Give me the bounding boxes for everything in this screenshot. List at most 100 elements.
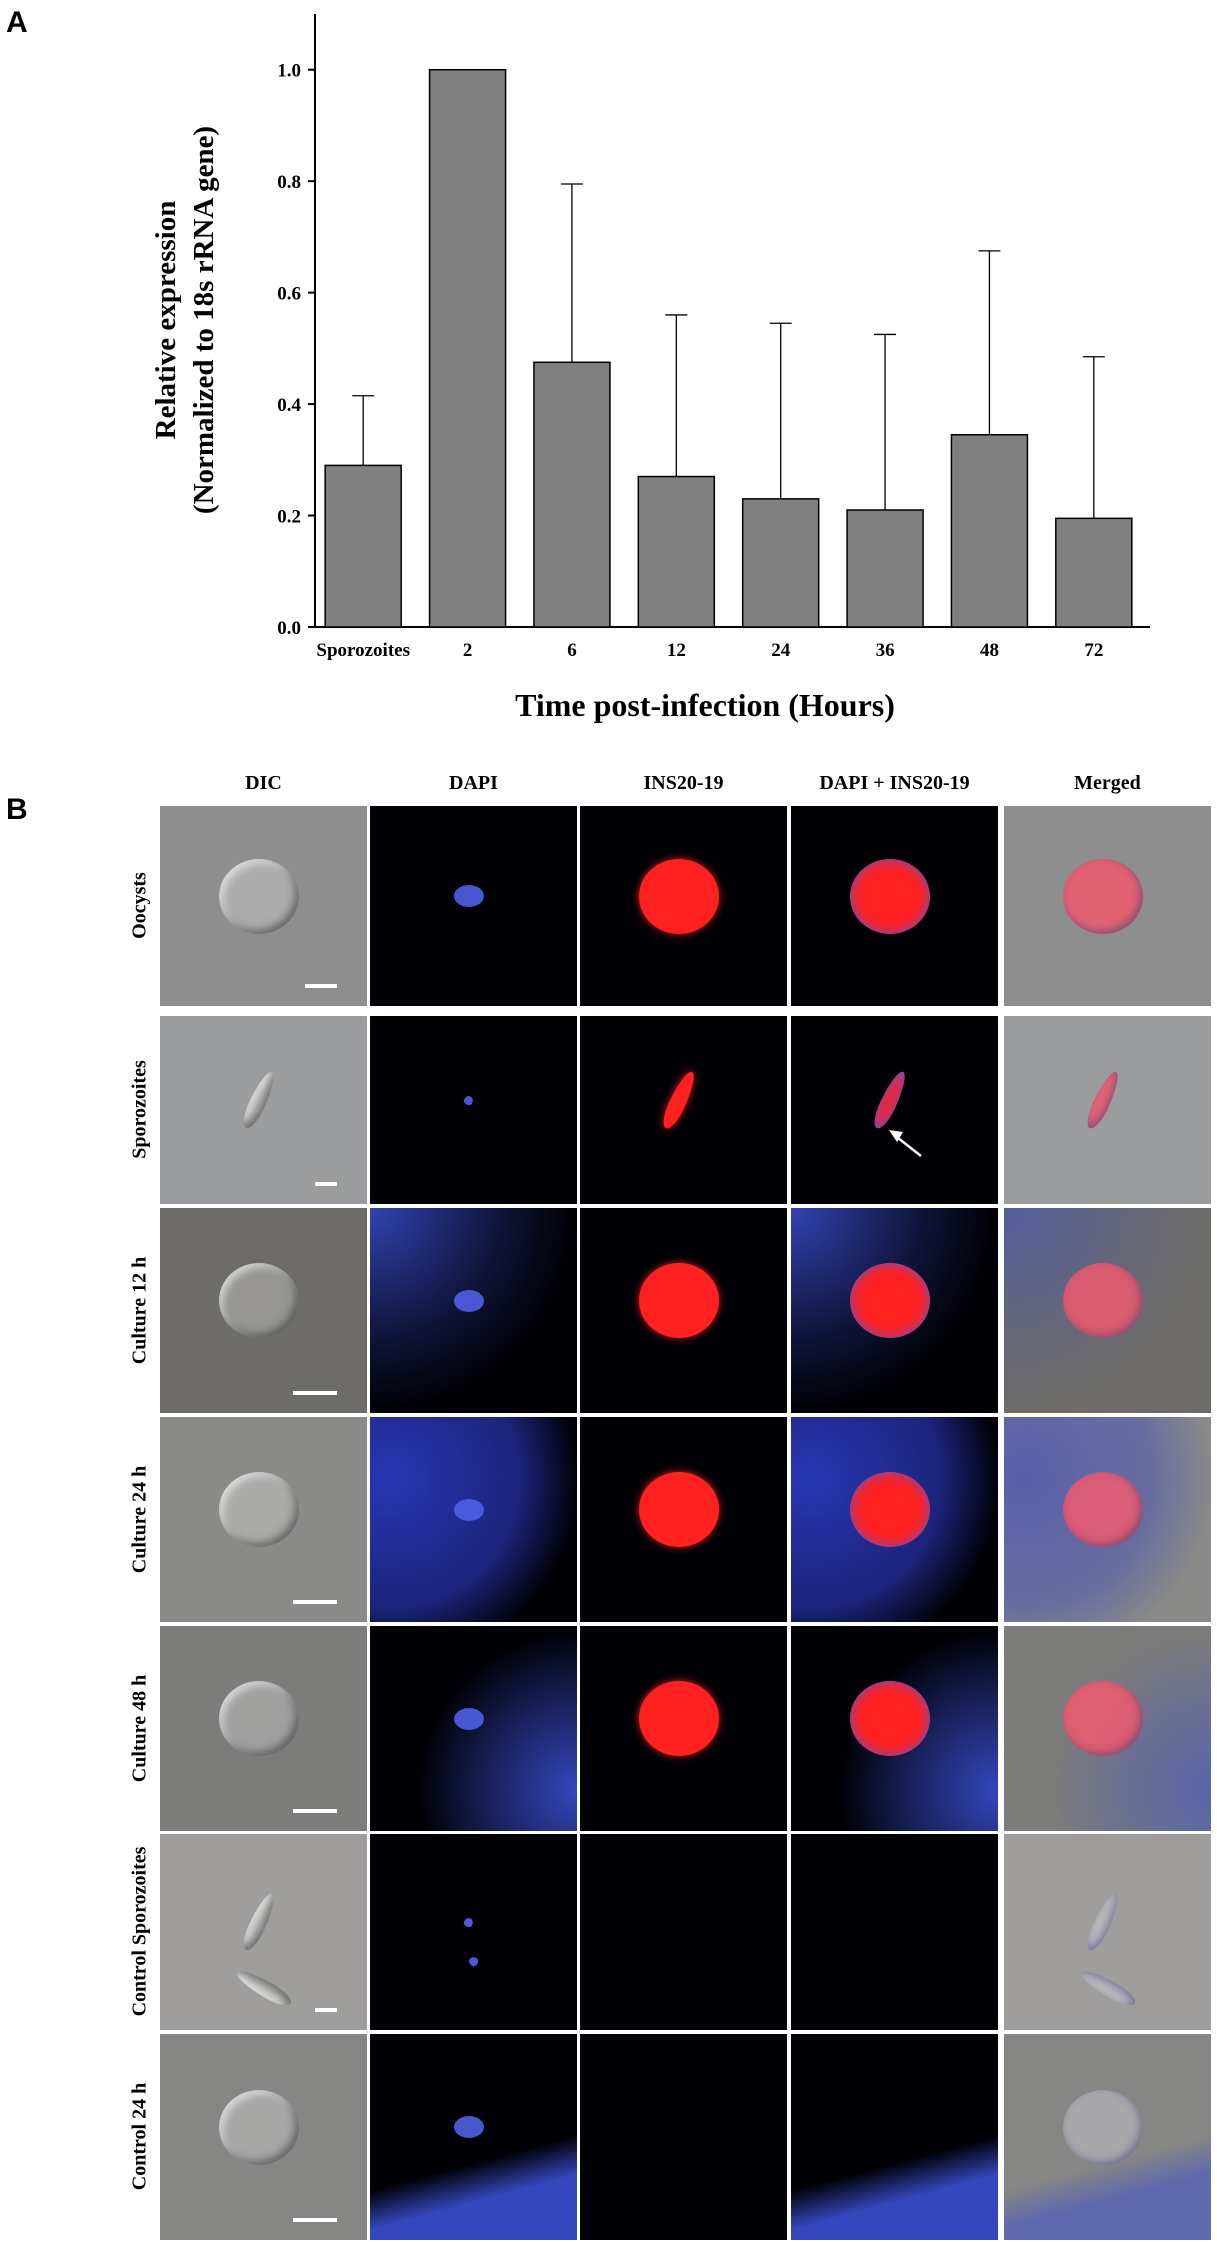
bar [950,433,1029,628]
micrograph-cell [370,1208,577,1413]
parasite-merged [1082,1068,1123,1132]
nucleus-dapi [453,1498,484,1521]
dapi-background-haze [791,2034,998,2240]
ins-signal [638,1472,719,1547]
parasite-dic [238,1890,279,1954]
micrograph-cell [160,2034,367,2240]
parasite-merged [1062,858,1143,934]
micrograph-cell [160,1626,367,1831]
micrograph-cell [580,806,787,1006]
bar-chart: 0.0 0.2 0.4 0.6 0.8 1.0 Sporozoites 2 6 12 24 36 48 7… [150,14,1150,723]
micrograph-cell [580,1626,787,1831]
micrograph-cell [580,1208,787,1413]
micrograph-cell [1004,1417,1211,1622]
micrograph-cell [1004,1016,1211,1204]
second-sporozoite [864,1966,926,2011]
row-label: Sporozoites [128,1060,151,1159]
micrograph-cell [160,1016,367,1204]
x-tick-label: 24 [771,640,791,661]
micrograph-cell [1004,2034,1211,2240]
nucleus-dapi [453,1707,484,1730]
micrograph-cell [791,1626,998,1831]
x-tick-label: 2 [463,640,473,661]
ins-signal [638,1263,719,1338]
row-label: Culture 24 h [128,1465,151,1573]
second-sporozoite [467,1955,480,1968]
column-header: Merged [1074,772,1141,794]
y-tick-label: 0.0 [277,618,301,639]
parasite-dic [238,1068,279,1132]
ins-signal [658,1891,699,1954]
micrograph-cell [370,806,577,1006]
nucleus-dapi [453,2116,484,2138]
row-label: Culture 48 h [128,1674,151,1782]
parasite-dic [218,858,299,934]
scale-bar [293,1600,337,1604]
panel-letter-a: A [6,6,28,39]
y-tick-label: 0.2 [277,507,301,528]
merged-signal [849,1681,930,1756]
row-label: Oocysts [128,872,151,939]
dapi-background-haze [1004,2034,1211,2240]
micrograph-cell [580,2034,787,2240]
micrograph-cell [580,1417,787,1622]
micrograph-cell [160,1417,367,1622]
parasite-merged [1062,2089,1143,2165]
micrograph-cell [160,1208,367,1413]
row-label: Control Sporozoites [128,1846,151,2017]
y-axis-label: Relative expression (Normalized to 18s rR… [150,126,220,514]
micrograph-cell [370,1016,577,1204]
column-header: DAPI + INS20-19 [819,772,970,794]
second-sporozoite [232,1965,295,2011]
y-axis-label-line-1: Relative expression [150,201,182,440]
ins-signal [638,858,719,934]
ins-signal [639,2090,719,2165]
x-tick-label: 36 [876,640,895,661]
micrograph-cell [370,1834,577,2030]
panel-letter-b: B [6,793,28,826]
x-axis-label: Time post-infection (Hours) [515,687,895,723]
parasite-merged [1062,1681,1143,1756]
row-label: Control 24 h [128,2082,151,2191]
bar [324,464,402,628]
nucleus-dapi [453,885,484,907]
micrograph-cell [1004,806,1211,1006]
parasite-dic [218,1681,299,1756]
scale-bar [315,1182,337,1186]
parasite-merged [1062,1263,1143,1338]
micrograph-cell [1004,1834,1211,2030]
bar [637,475,716,628]
nucleus-dapi [462,1094,475,1106]
micrograph-cell [370,1626,577,1831]
micrograph-cell [791,806,998,1006]
x-tick-label: 12 [667,640,686,661]
bar [741,498,820,628]
bar [1055,517,1133,628]
bar [533,361,611,628]
micrograph-cell [791,1417,998,1622]
column-header: DIC [245,772,282,794]
micrograph-cell [791,1208,998,1413]
micrograph-cell [1004,1626,1211,1831]
scale-bar [293,1391,337,1395]
parasite-merged [1082,1890,1123,1954]
bar [428,68,507,628]
micrograph-cell [791,1834,998,2030]
y-axis-label-line-2: (Normalized to 18s rRNA gene) [188,126,220,514]
scale-bar [315,2008,337,2012]
micrograph-cell [580,1834,787,2030]
column-header: DAPI [449,772,498,794]
parasite-dic [218,1472,299,1547]
parasite-dic [218,2089,299,2165]
y-tick-label: 0.8 [277,172,301,193]
row-label: Culture 12 h [128,1256,151,1364]
second-sporozoite [1076,1965,1139,2011]
arrow-annotation [889,1130,922,1157]
micrograph-cell [580,1016,787,1204]
merged-signal [849,1263,930,1338]
merged-signal [850,2090,930,2165]
merged-signal [849,1472,930,1547]
nucleus-dapi [462,1916,475,1928]
micrograph-cell [1004,1208,1211,1413]
micrograph-cell [370,1417,577,1622]
